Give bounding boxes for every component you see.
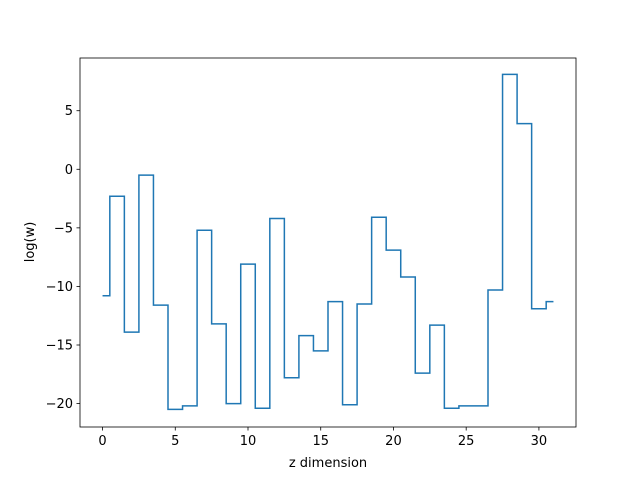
x-tick-label: 5 — [171, 434, 179, 449]
x-tick-label: 0 — [98, 434, 106, 449]
y-tick-label: 0 — [65, 163, 73, 178]
series-line — [102, 73, 554, 411]
y-tick-label: −5 — [54, 221, 73, 236]
x-tick-label: 15 — [312, 434, 329, 449]
y-tick-label: −15 — [46, 339, 73, 354]
x-tick-label: 20 — [385, 434, 402, 449]
y-tick-label: 5 — [65, 104, 73, 119]
plot-frame — [79, 57, 577, 428]
y-axis-label: log(w) — [23, 222, 38, 263]
ticks: 0 5 10 15 20 25 30 −20 −15 −10 −5 0 5 — [46, 104, 548, 449]
x-axis-label: z dimension — [289, 456, 367, 471]
x-tick-label: 30 — [531, 434, 548, 449]
y-tick-label: −10 — [46, 280, 73, 295]
y-tick-label: −20 — [46, 397, 73, 412]
x-tick-label: 10 — [240, 434, 257, 449]
x-tick-label: 25 — [458, 434, 475, 449]
